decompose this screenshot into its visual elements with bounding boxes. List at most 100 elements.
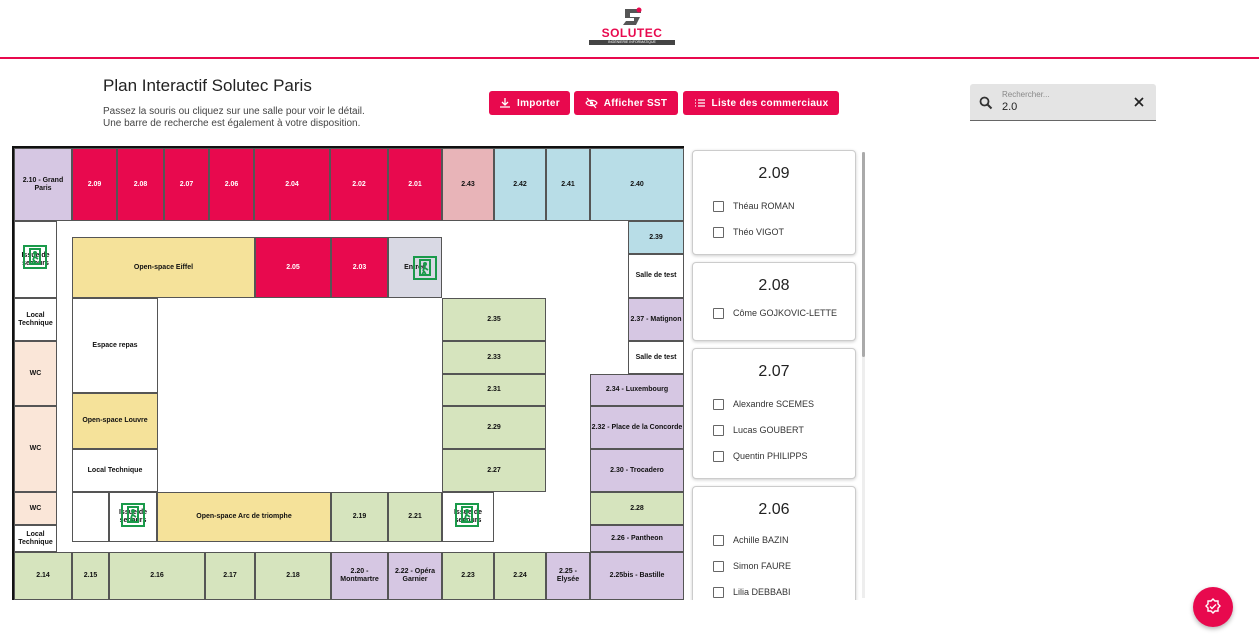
- person-row[interactable]: Théo VIGOT: [713, 219, 855, 245]
- checkbox[interactable]: [713, 398, 724, 410]
- room-blank-1[interactable]: [72, 492, 109, 542]
- open-space-eiffel[interactable]: Open-space Eiffel: [72, 237, 255, 298]
- person-row[interactable]: Côme GOJKOVIC-LETTE: [713, 300, 855, 326]
- room-2-28[interactable]: 2.28: [590, 492, 684, 525]
- person-row[interactable]: Simon FAURE: [713, 553, 855, 579]
- room-2-27[interactable]: 2.27: [442, 449, 546, 492]
- eye-off-icon: [584, 97, 598, 109]
- local-technique-3[interactable]: Local Technique: [14, 525, 57, 552]
- room-2-10[interactable]: 2.10 - Grand Paris: [14, 148, 72, 221]
- room-2-04[interactable]: 2.04: [254, 148, 330, 221]
- room-2-35[interactable]: 2.35: [442, 298, 546, 341]
- person-name: Simon FAURE: [733, 561, 792, 571]
- result-card[interactable]: 2.08 Côme GOJKOVIC-LETTE: [692, 262, 856, 341]
- checkbox[interactable]: [713, 226, 724, 238]
- salle-de-test-1[interactable]: Salle de test: [628, 254, 684, 298]
- person-row[interactable]: Lucas GOUBERT: [713, 417, 855, 443]
- result-card[interactable]: 2.09 Théau ROMAN Théo VIGOT: [692, 150, 856, 255]
- room-2-29[interactable]: 2.29: [442, 406, 546, 449]
- room-2-16[interactable]: 2.16: [109, 552, 205, 600]
- result-card[interactable]: 2.06 Achille BAZIN Simon FAURE Lilia DEB…: [692, 486, 856, 600]
- room-2-07[interactable]: 2.07: [164, 148, 209, 221]
- room-2-32-concorde[interactable]: 2.32 - Place de la Concorde: [590, 406, 684, 449]
- room-2-30-trocadero[interactable]: 2.30 - Trocadero: [590, 449, 684, 492]
- checkbox[interactable]: [713, 450, 724, 462]
- room-2-05[interactable]: 2.05: [255, 237, 331, 298]
- room-2-19[interactable]: 2.19: [331, 492, 388, 542]
- local-technique-2[interactable]: Local Technique: [72, 449, 158, 492]
- espace-repas[interactable]: Espace repas: [72, 298, 158, 393]
- room-2-39[interactable]: 2.39: [628, 221, 684, 254]
- room-2-37-matignon[interactable]: 2.37 - Matignon: [628, 298, 684, 341]
- room-2-23[interactable]: 2.23: [442, 552, 494, 600]
- logo-mark-icon: [623, 7, 642, 25]
- wc-1[interactable]: WC: [14, 341, 57, 406]
- room-2-34-luxembourg[interactable]: 2.34 - Luxembourg: [590, 374, 684, 406]
- room-2-41[interactable]: 2.41: [546, 148, 590, 221]
- room-2-14[interactable]: 2.14: [14, 552, 72, 600]
- room-2-18[interactable]: 2.18: [255, 552, 331, 600]
- search-input[interactable]: 2.0: [1002, 101, 1018, 113]
- search-placeholder: Rechercher...: [1002, 90, 1050, 99]
- emergency-exit-left[interactable]: Issue de secours: [14, 221, 57, 298]
- room-2-22-opera-garnier[interactable]: 2.22 - Opéra Garnier: [388, 552, 442, 600]
- show-sst-button[interactable]: Afficher SST: [574, 91, 678, 115]
- solutec-logo: SOLUTEC INGÉNIERIE INFORMATIQUE: [588, 7, 676, 51]
- checkbox[interactable]: [713, 534, 724, 546]
- room-2-25bis-bastille[interactable]: 2.25bis - Bastille: [590, 552, 684, 600]
- room-2-43[interactable]: 2.43: [442, 148, 494, 221]
- person-name: Lilia DEBBABI: [733, 587, 791, 597]
- scrollbar-thumb[interactable]: [862, 152, 865, 357]
- clear-icon[interactable]: [1133, 96, 1145, 108]
- local-technique-1[interactable]: Local Technique: [14, 298, 57, 341]
- room-2-26-pantheon[interactable]: 2.26 - Pantheon: [590, 525, 684, 552]
- room-2-01[interactable]: 2.01: [388, 148, 442, 221]
- room-2-06[interactable]: 2.06: [209, 148, 254, 221]
- person-name: Lucas GOUBERT: [733, 425, 804, 435]
- open-space-louvre[interactable]: Open-space Louvre: [72, 393, 158, 449]
- result-room: 2.07: [758, 363, 790, 380]
- person-row[interactable]: Lilia DEBBABI: [713, 579, 855, 600]
- person-row[interactable]: Théau ROMAN: [713, 193, 855, 219]
- room-2-08[interactable]: 2.08: [117, 148, 164, 221]
- wc-3[interactable]: WC: [14, 492, 57, 525]
- import-button[interactable]: Importer: [489, 91, 570, 115]
- checkbox[interactable]: [713, 560, 724, 572]
- brand-tagline: INGÉNIERIE INFORMATIQUE: [589, 40, 675, 45]
- search-icon: [979, 96, 993, 110]
- room-2-15[interactable]: 2.15: [72, 552, 109, 600]
- wc-2[interactable]: WC: [14, 406, 57, 492]
- search-field[interactable]: Rechercher... 2.0: [970, 84, 1156, 121]
- person-row[interactable]: Quentin PHILIPPS: [713, 443, 855, 469]
- results-scrollbar[interactable]: [862, 152, 865, 598]
- room-2-20-montmartre[interactable]: 2.20 - Montmartre: [331, 552, 388, 600]
- checkbox[interactable]: [713, 424, 724, 436]
- room-2-24[interactable]: 2.24: [494, 552, 546, 600]
- room-2-31[interactable]: 2.31: [442, 374, 546, 406]
- result-card[interactable]: 2.07 Alexandre SCEMES Lucas GOUBERT Quen…: [692, 348, 856, 479]
- commercials-label: Liste des commerciaux: [711, 97, 829, 109]
- room-2-21[interactable]: 2.21: [388, 492, 442, 542]
- checkbox[interactable]: [713, 200, 724, 212]
- person-name: Alexandre SCEMES: [733, 399, 815, 409]
- floating-action-button[interactable]: [1193, 587, 1233, 627]
- room-2-09[interactable]: 2.09: [72, 148, 117, 221]
- room-2-03[interactable]: 2.03: [331, 237, 388, 298]
- checkbox[interactable]: [713, 307, 724, 319]
- commercials-list-button[interactable]: Liste des commerciaux: [683, 91, 839, 115]
- room-2-33[interactable]: 2.33: [442, 341, 546, 374]
- room-2-17[interactable]: 2.17: [205, 552, 255, 600]
- salle-de-test-2[interactable]: Salle de test: [628, 341, 684, 374]
- room-2-25-elysee[interactable]: 2.25 - Elysée: [546, 552, 590, 600]
- room-2-40[interactable]: 2.40: [590, 148, 684, 221]
- open-space-arc-de-triomphe[interactable]: Open-space Arc de triomphe: [157, 492, 331, 542]
- room-2-42[interactable]: 2.42: [494, 148, 546, 221]
- sst-label: Afficher SST: [603, 97, 668, 109]
- person-row[interactable]: Achille BAZIN: [713, 527, 855, 553]
- emergency-exit-icon: [455, 503, 479, 527]
- result-room: 2.09: [758, 165, 790, 182]
- room-2-02[interactable]: 2.02: [330, 148, 388, 221]
- person-row[interactable]: Alexandre SCEMES: [713, 391, 855, 417]
- checkbox[interactable]: [713, 586, 724, 598]
- badge-icon: [1205, 598, 1221, 614]
